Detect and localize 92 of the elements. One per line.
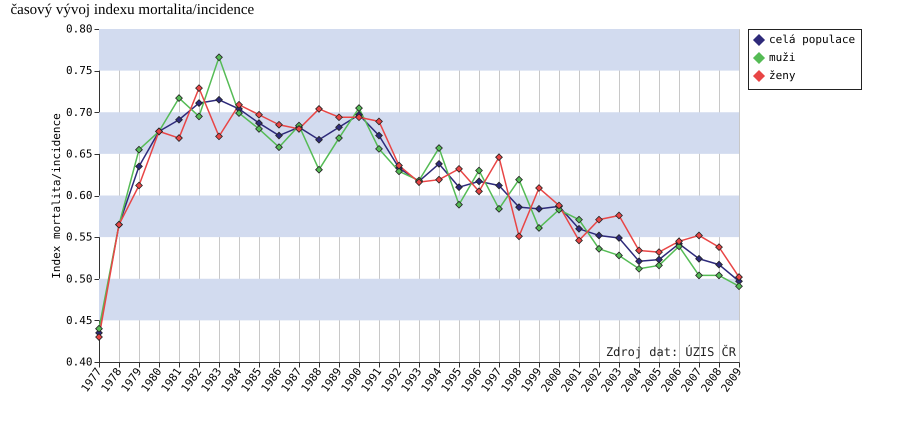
point (715, 260, 723, 268)
point (595, 245, 603, 253)
point (315, 136, 323, 144)
point (375, 132, 383, 140)
point (455, 183, 463, 191)
y-axis-title: Index mortalita/incidence (50, 113, 64, 279)
point (135, 162, 143, 170)
point (455, 165, 463, 173)
point (375, 145, 383, 153)
point (635, 265, 643, 273)
point (275, 132, 283, 140)
point (575, 216, 583, 224)
y-tick-label: 0.70 (66, 106, 92, 119)
point (475, 178, 483, 186)
point (495, 153, 503, 161)
point (475, 188, 483, 196)
annotation: Zdroj dat: ÚZIS ČR (606, 344, 737, 359)
point (515, 203, 523, 211)
point (375, 118, 383, 126)
point (675, 242, 683, 250)
point (395, 168, 403, 176)
point (615, 252, 623, 260)
point (95, 333, 103, 341)
point (695, 255, 703, 263)
point (315, 166, 323, 174)
point (495, 182, 503, 190)
point (655, 262, 663, 270)
point (335, 134, 343, 142)
point (135, 146, 143, 154)
legend-label: ženy (769, 69, 796, 82)
point (175, 94, 183, 102)
point (635, 258, 643, 266)
point (355, 104, 363, 112)
point (675, 238, 683, 246)
point (195, 99, 203, 107)
point (535, 184, 543, 192)
legend-label: muži (769, 51, 796, 64)
point (735, 282, 743, 290)
point (495, 205, 503, 213)
point (655, 248, 663, 256)
point (255, 125, 263, 133)
y-tick-label: 0.45 (66, 314, 92, 327)
point (615, 234, 623, 242)
point (655, 256, 663, 264)
point (275, 143, 283, 151)
point (175, 134, 183, 142)
y-tick-label: 0.75 (66, 64, 92, 78)
point (395, 162, 403, 170)
point (235, 101, 243, 109)
y-tick-label: 0.65 (66, 147, 92, 160)
chart-title: časový vývoj indexu mortalita/incidence (10, 2, 255, 18)
point (575, 225, 583, 233)
point (435, 176, 443, 184)
y-tick-label: 0.80 (66, 22, 92, 36)
point (515, 176, 523, 184)
point (435, 160, 443, 168)
legend-label: celá populace (769, 33, 856, 46)
point (595, 216, 603, 224)
point (435, 144, 443, 152)
point (695, 272, 703, 280)
point (695, 232, 703, 240)
point (595, 232, 603, 240)
point (455, 200, 463, 208)
y-tick-label: 0.40 (66, 356, 92, 368)
point (615, 212, 623, 220)
point (475, 166, 483, 174)
y-tick-label: 0.50 (66, 272, 92, 286)
point (735, 273, 743, 281)
point (315, 105, 323, 113)
point (235, 109, 243, 117)
point (535, 224, 543, 232)
point (195, 84, 203, 92)
point (135, 182, 143, 190)
point (215, 96, 223, 104)
point (215, 132, 223, 140)
point (275, 120, 283, 128)
y-tick-label: 0.60 (66, 189, 92, 202)
point (515, 232, 523, 240)
point (715, 243, 723, 251)
point (575, 236, 583, 244)
point (335, 113, 343, 121)
point (635, 246, 643, 254)
point (535, 205, 543, 213)
point (175, 116, 183, 124)
y-tick-label: 0.55 (66, 230, 92, 244)
point (95, 324, 103, 332)
point (215, 54, 223, 62)
point (715, 272, 723, 280)
point (355, 113, 363, 121)
point (195, 112, 203, 120)
point (255, 110, 263, 118)
point (335, 123, 343, 131)
